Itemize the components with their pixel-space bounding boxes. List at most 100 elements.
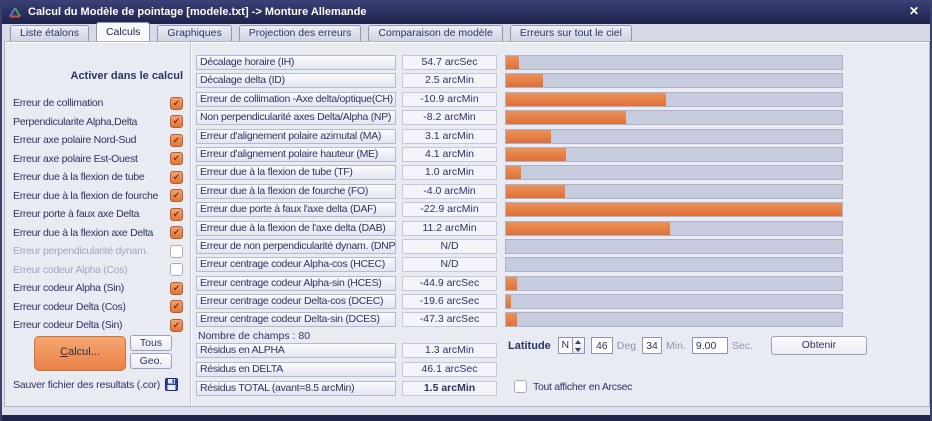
error-toggle-label: Erreur codeur Alpha (Cos) — [13, 263, 128, 276]
error-bar — [505, 312, 843, 328]
checkbox-icon[interactable]: ✔ — [170, 207, 183, 221]
term-value: 46.1 arcSec — [402, 362, 497, 377]
latitude-sec-input[interactable] — [691, 337, 728, 354]
error-toggle-row: Perpendicularite Alpha,Delta ✔ — [13, 113, 183, 132]
term-row: Erreur d'alignement polaire hauteur (ME)… — [196, 146, 497, 162]
save-results-row[interactable]: Sauver fichier des resultats (.cor) — [13, 378, 179, 391]
close-icon[interactable]: ✕ — [908, 4, 920, 18]
tab-comparaison-de-modele[interactable]: Comparaison de modèle — [368, 25, 503, 41]
spinner-up-icon[interactable] — [573, 338, 584, 346]
term-row: Erreur due porte à faux l'axe delta (DAF… — [196, 202, 497, 218]
latitude-row: Latitude N Deg Min. Sec. Obtenir — [508, 336, 867, 355]
term-label: Erreur centrage codeur Delta-cos (DCEC) — [196, 294, 396, 310]
term-label: Décalage horaire (IH) — [196, 55, 396, 70]
latitude-deg-input[interactable] — [590, 337, 613, 354]
save-icon[interactable] — [165, 378, 179, 391]
error-toggle-label: Perpendicularite Alpha,Delta — [13, 115, 138, 128]
term-value: 1.0 arcMin — [402, 165, 497, 181]
term-label: Résidus en ALPHA — [196, 343, 396, 358]
latitude-hemisphere-field[interactable]: N — [557, 337, 573, 354]
error-bar — [505, 275, 843, 291]
checkbox-icon[interactable] — [170, 244, 183, 258]
checkbox-icon[interactable] — [170, 263, 183, 277]
arcsec-toggle-row: Tout afficher en Arcsec — [510, 380, 632, 393]
term-label: Décalage delta (ID) — [196, 73, 396, 89]
error-toggle-label: Erreur due à la flexion axe Delta — [13, 226, 154, 239]
residuals-list: Résidus en ALPHA 1.3 arcMin Résidus en D… — [196, 343, 497, 400]
error-toggle-label: Erreur codeur Alpha (Sin) — [13, 282, 124, 295]
save-results-label: Sauver fichier des resultats (.cor) — [13, 378, 161, 391]
term-value: 1.5 arcMin — [402, 381, 497, 396]
tab-strip: Liste étalons Calculs Graphiques Project… — [2, 22, 930, 41]
term-label: Erreur d'alignement polaire azimutal (MA… — [196, 128, 396, 144]
tab-erreurs-sur-tout-le-ciel[interactable]: Erreurs sur tout le ciel — [509, 25, 632, 41]
checkbox-icon[interactable]: ✔ — [170, 96, 183, 110]
error-bar — [505, 165, 843, 181]
term-label: Erreur due à la flexion de l'axe delta (… — [196, 220, 396, 236]
tab-graphiques[interactable]: Graphiques — [157, 25, 232, 41]
checkbox-icon[interactable]: ✔ — [170, 170, 183, 184]
term-row: Erreur centrage codeur Alpha-sin (HCES) … — [196, 275, 497, 291]
checkbox-icon[interactable]: ✔ — [170, 226, 183, 240]
checkbox-icon[interactable]: ✔ — [170, 152, 183, 166]
term-value: N/D — [402, 238, 497, 254]
geo-button[interactable]: Geo. — [130, 353, 172, 369]
error-bar — [505, 294, 843, 310]
error-bar-fill — [506, 166, 521, 180]
min-unit-label: Min. — [666, 339, 686, 352]
error-bar — [505, 238, 843, 254]
checkbox-icon[interactable]: ✔ — [170, 300, 183, 314]
spinner-down-icon[interactable] — [573, 346, 584, 354]
error-toggle-row: Erreur due à la flexion de tube ✔ — [13, 168, 183, 187]
term-label: Erreur due à la flexion de fourche (FO) — [196, 183, 396, 199]
error-bar-fill — [506, 203, 842, 217]
arcsec-checkbox[interactable] — [514, 380, 527, 393]
error-toggle-label: Erreur axe polaire Nord-Sud — [13, 134, 137, 147]
term-label: Erreur d'alignement polaire hauteur (ME) — [196, 146, 396, 162]
error-toggle-row: Erreur due à la flexion axe Delta ✔ — [13, 224, 183, 243]
error-bar — [505, 257, 843, 273]
error-bar — [505, 146, 843, 162]
checkbox-icon[interactable]: ✔ — [170, 115, 183, 129]
error-bar — [505, 110, 843, 126]
error-bar-fill — [506, 313, 518, 327]
checkbox-icon[interactable]: ✔ — [170, 318, 183, 332]
term-row: Décalage horaire (IH) 54.7 arcSec — [196, 55, 497, 70]
error-toggle-row: Erreur codeur Alpha (Cos) — [13, 261, 183, 280]
error-toggle-row: Erreur porte à faux axe Delta ✔ — [13, 205, 183, 224]
term-label: Résidus TOTAL (avant=8.5 arcMin) — [196, 381, 396, 396]
latitude-hemisphere-spinner[interactable] — [572, 337, 585, 354]
error-toggle-row: Erreur axe polaire Est-Ouest ✔ — [13, 150, 183, 169]
term-row: Résidus en ALPHA 1.3 arcMin — [196, 343, 497, 358]
error-bar-chart — [505, 55, 843, 331]
obtenir-button[interactable]: Obtenir — [770, 336, 867, 355]
error-toggle-row: Erreur perpendicularité dynam. — [13, 242, 183, 261]
calcul-button[interactable]: Calcul... — [34, 336, 126, 371]
term-value: -4.0 arcMin — [402, 183, 497, 199]
error-toggle-row: Erreur de collimation ✔ — [13, 94, 183, 113]
tab-liste-etalons[interactable]: Liste étalons — [10, 25, 89, 41]
error-bar-fill — [506, 92, 666, 106]
term-row: Erreur centrage codeur Alpha-cos (HCEC) … — [196, 257, 497, 273]
error-bar-fill — [506, 129, 552, 143]
error-bar-fill — [506, 276, 518, 290]
error-toggle-label: Erreur porte à faux axe Delta — [13, 208, 140, 221]
checkbox-icon[interactable]: ✔ — [170, 281, 183, 295]
term-list: Décalage horaire (IH) 54.7 arcSec Décala… — [196, 55, 497, 331]
tab-projection-des-erreurs[interactable]: Projection des erreurs — [238, 25, 362, 41]
checkbox-icon[interactable]: ✔ — [170, 133, 183, 147]
activate-header: Activer dans le calcul — [70, 70, 184, 82]
latitude-min-input[interactable] — [642, 337, 663, 354]
tous-button[interactable]: Tous — [130, 335, 172, 351]
term-row: Erreur centrage codeur Delta-cos (DCEC) … — [196, 294, 497, 310]
error-bar — [505, 73, 843, 89]
term-value: -47.3 arcSec — [402, 312, 497, 328]
error-toggle-label: Erreur codeur Delta (Cos) — [13, 300, 126, 313]
checkbox-icon[interactable]: ✔ — [170, 189, 183, 203]
latitude-label: Latitude — [508, 339, 551, 352]
term-row: Erreur due à la flexion de l'axe delta (… — [196, 220, 497, 236]
tab-calculs[interactable]: Calculs — [95, 22, 151, 41]
term-label: Erreur due porte à faux l'axe delta (DAF… — [196, 202, 396, 218]
title-bar: Calcul du Modèle de pointage [modele.txt… — [2, 0, 930, 24]
